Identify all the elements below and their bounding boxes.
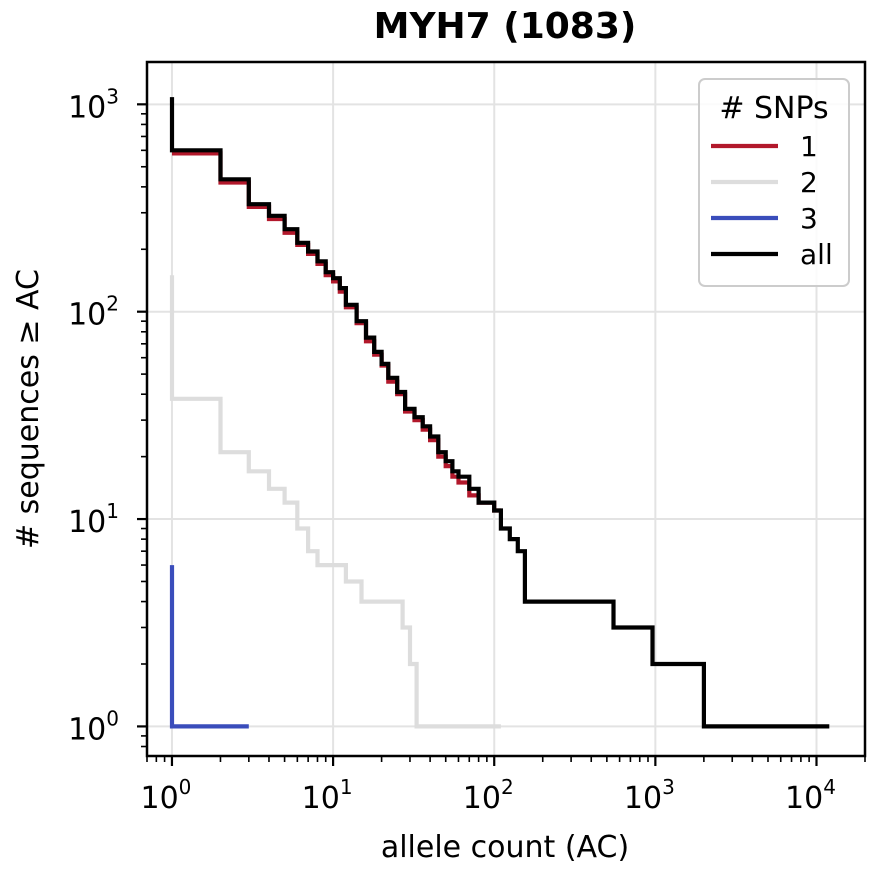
legend-label: all [800,238,833,271]
y-axis-label: # sequences ≥ AC [11,269,46,549]
x-tick-label: 104 [785,775,836,816]
y-tick-label: 103 [68,84,119,125]
series-line-1 [172,151,501,513]
x-tick-label: 100 [140,775,191,816]
series-line-2 [169,275,501,729]
axis-ticks [137,103,866,766]
plot-series [169,97,830,729]
x-tick-label: 101 [302,775,353,816]
chart-title: MYH7 (1083) [374,6,637,47]
x-axis-label: allele count (AC) [381,830,629,865]
axis-tick-labels: 100 101 102 103 104 100 101 102 103 [68,84,836,816]
plot-frame [145,60,867,758]
legend-title: # SNPs [719,91,828,126]
legend-label: 1 [800,130,818,163]
series-line-3 [169,565,249,729]
legend-label: 3 [800,202,818,235]
y-tick-label: 101 [68,499,119,540]
series-line-all [169,97,830,729]
x-tick-label: 102 [463,775,514,816]
x-tick-label: 103 [624,775,675,816]
legend-label: 2 [800,166,818,199]
y-tick-label: 102 [68,292,119,333]
y-tick-label: 100 [68,706,119,747]
